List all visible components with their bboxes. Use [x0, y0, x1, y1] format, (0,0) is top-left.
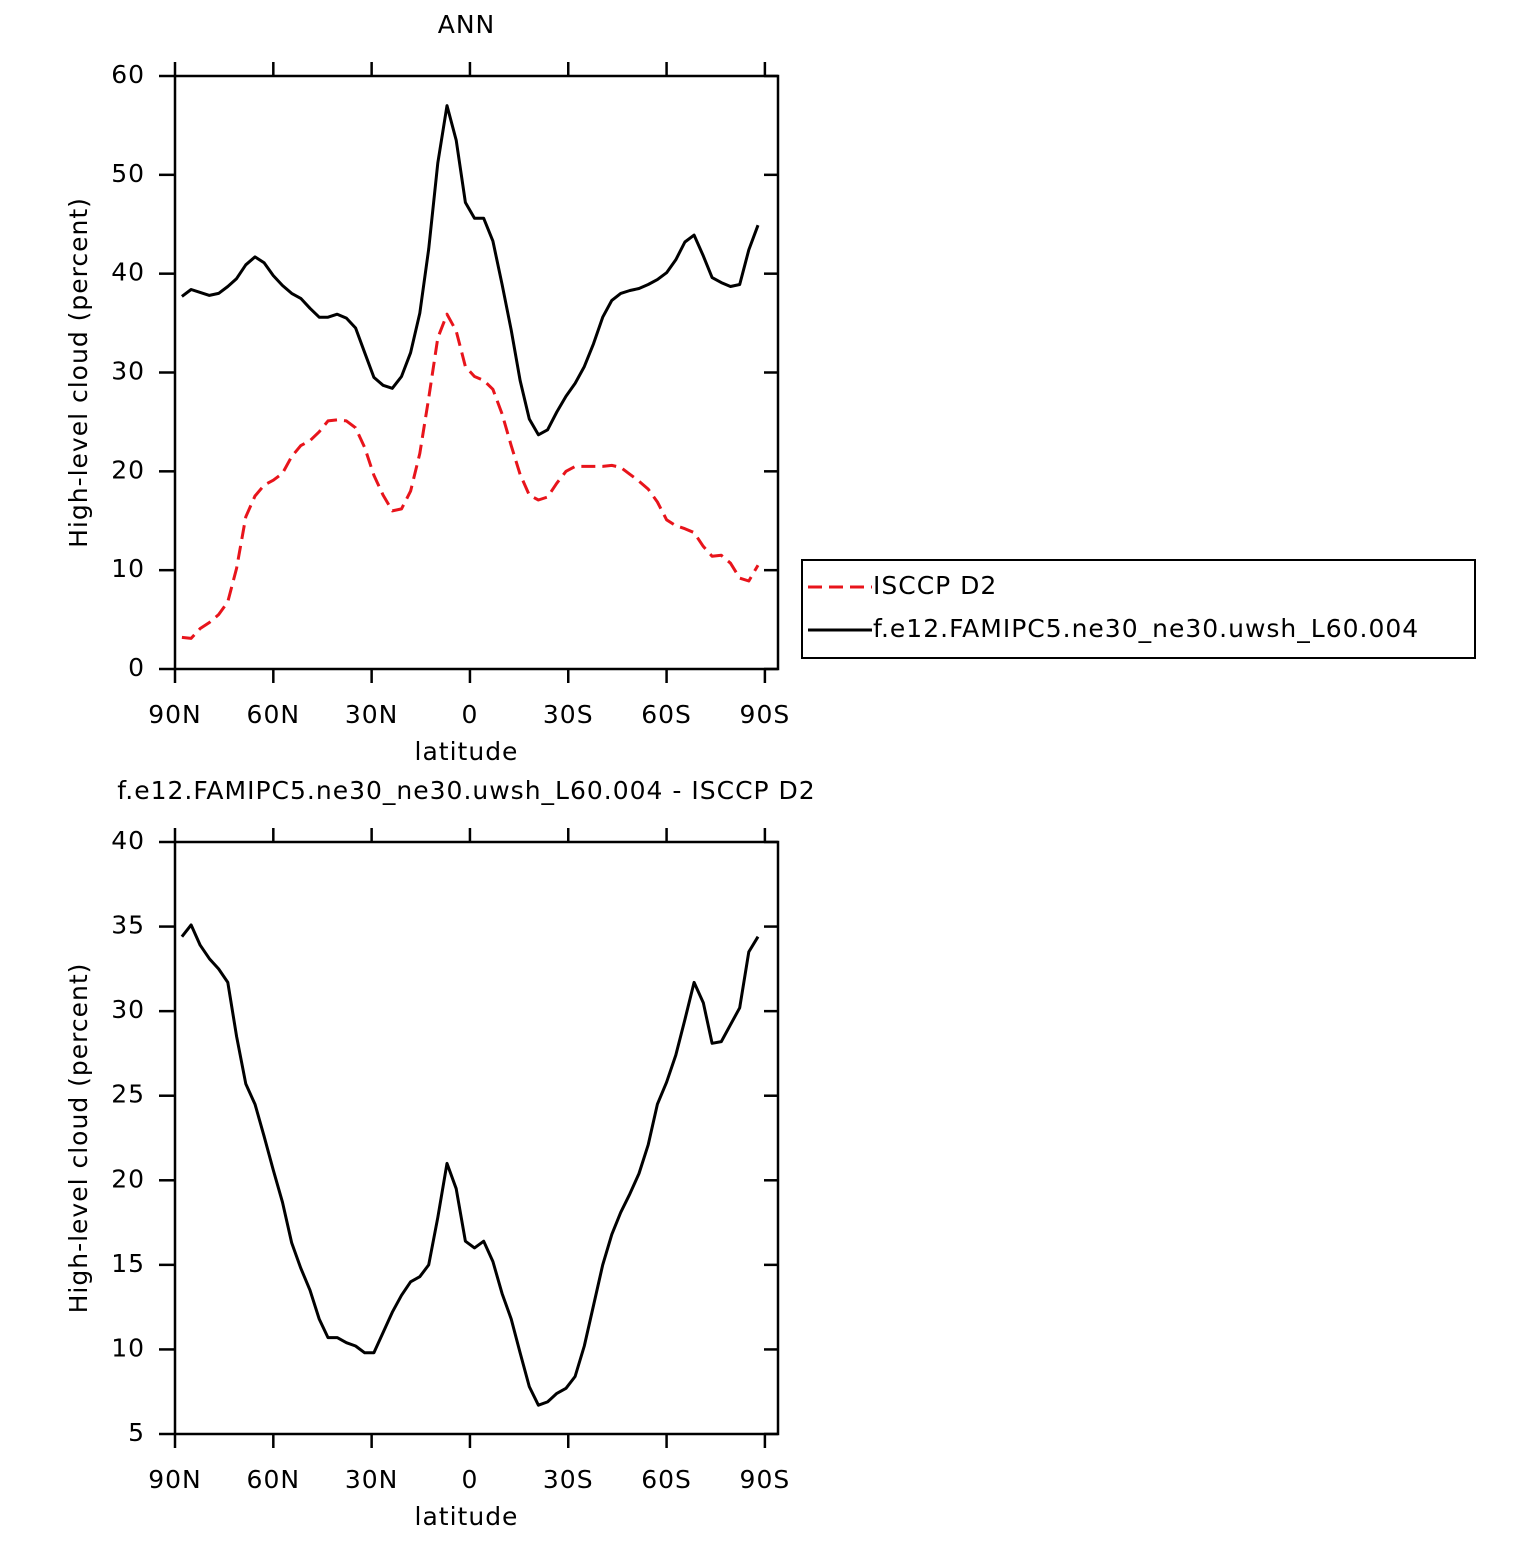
y-tick-label: 40 — [111, 826, 145, 855]
y-tick-label: 10 — [111, 1333, 145, 1362]
y-tick-label: 30 — [111, 357, 145, 386]
x-tick-label: 90S — [740, 700, 791, 729]
chart-title: f.e12.FAMIPC5.ne30_ne30.uwsh_L60.004 - I… — [117, 776, 815, 805]
plot-frame — [173, 840, 780, 1436]
y-tick-label: 15 — [111, 1249, 145, 1278]
x-axis-label: latitude — [415, 737, 519, 766]
data-line — [180, 923, 760, 1407]
x-tick-label: 60S — [641, 1465, 692, 1494]
y-tick-label: 50 — [111, 159, 145, 188]
x-tick-label: 30N — [345, 1465, 399, 1494]
x-axis-label: latitude — [415, 1502, 519, 1531]
y-tick-label: 40 — [111, 258, 145, 287]
x-tick-label: 60N — [247, 1465, 301, 1494]
x-tick-label: 90N — [148, 700, 202, 729]
x-tick-label: 90S — [740, 1465, 791, 1494]
legend-label: ISCCP D2 — [873, 571, 997, 600]
y-tick-label: 0 — [128, 653, 145, 682]
y-tick-label: 10 — [111, 554, 145, 583]
y-tick-label: 35 — [111, 911, 145, 940]
legend-label: f.e12.FAMIPC5.ne30_ne30.uwsh_L60.004 — [873, 614, 1419, 643]
x-tick-label: 60S — [641, 700, 692, 729]
y-axis-label: High-level cloud (percent) — [64, 963, 93, 1314]
y-axis-label: High-level cloud (percent) — [64, 197, 93, 548]
x-tick-label: 60N — [247, 700, 301, 729]
y-tick-label: 60 — [111, 60, 145, 89]
y-tick-label: 30 — [111, 995, 145, 1024]
y-tick-label: 20 — [111, 455, 145, 484]
x-tick-label: 30S — [543, 1465, 594, 1494]
x-tick-label: 90N — [148, 1465, 202, 1494]
x-tick-label: 0 — [461, 700, 478, 729]
x-tick-label: 0 — [461, 1465, 478, 1494]
chart-title: ANN — [438, 10, 496, 39]
y-tick-label: 20 — [111, 1164, 145, 1193]
data-line — [181, 312, 760, 640]
x-tick-label: 30N — [345, 700, 399, 729]
x-tick-label: 30S — [543, 700, 594, 729]
data-line — [181, 104, 760, 437]
y-tick-label: 25 — [111, 1080, 145, 1109]
plot-frame — [173, 74, 780, 671]
legend-box — [801, 559, 1476, 659]
y-tick-label: 5 — [128, 1418, 145, 1447]
